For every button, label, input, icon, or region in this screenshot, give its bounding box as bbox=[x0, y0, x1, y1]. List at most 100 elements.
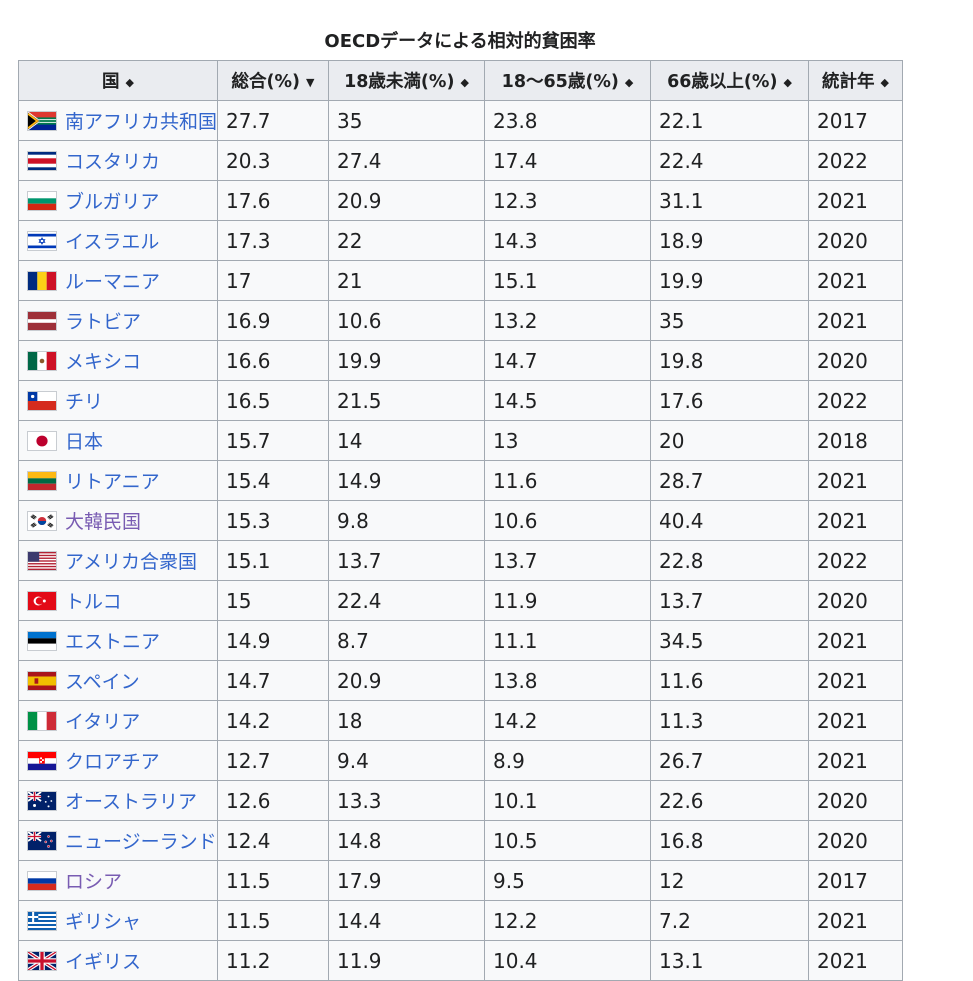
under-18-cell: 19.9 bbox=[328, 340, 485, 381]
age-66-plus-cell: 22.1 bbox=[650, 100, 809, 141]
country-link[interactable]: 大韓民国 bbox=[65, 511, 142, 533]
header-under-18[interactable]: 18歳未満(%) ◆ bbox=[328, 60, 485, 101]
age-18-65-cell: 17.4 bbox=[484, 140, 651, 181]
flag-gb-icon[interactable] bbox=[27, 950, 57, 971]
under-18-cell: 11.9 bbox=[328, 940, 485, 981]
country-link[interactable]: エストニア bbox=[65, 631, 161, 653]
flag-il-icon[interactable] bbox=[27, 230, 57, 251]
country-cell: ラトビア bbox=[18, 300, 218, 341]
total-cell: 12.4 bbox=[217, 820, 329, 861]
total-cell: 17.3 bbox=[217, 220, 329, 261]
total-cell: 15.1 bbox=[217, 540, 329, 581]
country-link[interactable]: クロアチア bbox=[65, 751, 160, 773]
age-18-65-cell: 13 bbox=[484, 420, 651, 461]
country-link[interactable]: ラトビア bbox=[65, 311, 142, 333]
flag-za-icon[interactable] bbox=[27, 110, 57, 131]
flag-nz-icon[interactable] bbox=[27, 830, 57, 851]
year-cell: 2020 bbox=[808, 780, 903, 821]
sort-both-icon[interactable]: ◆ bbox=[880, 75, 889, 89]
year-cell: 2021 bbox=[808, 620, 903, 661]
year-cell: 2021 bbox=[808, 900, 903, 941]
country-link[interactable]: イスラエル bbox=[65, 231, 160, 253]
flag-mx-icon[interactable] bbox=[27, 350, 57, 371]
age-66-plus-cell: 7.2 bbox=[650, 900, 809, 941]
age-18-65-cell: 11.1 bbox=[484, 620, 651, 661]
country-link[interactable]: イタリア bbox=[65, 711, 141, 733]
under-18-cell: 14.4 bbox=[328, 900, 485, 941]
header-label: 66歳以上(%) bbox=[667, 72, 778, 92]
table-row: 大韓民国 15.3 9.8 10.6 40.4 2021 bbox=[18, 500, 903, 541]
country-cell: コスタリカ bbox=[18, 140, 218, 181]
country-link[interactable]: アメリカ合衆国 bbox=[65, 551, 198, 573]
age-66-plus-cell: 34.5 bbox=[650, 620, 809, 661]
table-row: ルーマニア 17 21 15.1 19.9 2021 bbox=[18, 260, 903, 301]
under-18-cell: 13.3 bbox=[328, 780, 485, 821]
flag-bg-icon[interactable] bbox=[27, 190, 57, 211]
table-row: ブルガリア 17.6 20.9 12.3 31.1 2021 bbox=[18, 180, 903, 221]
sort-down-icon[interactable]: ▼ bbox=[306, 75, 315, 89]
under-18-cell: 9.4 bbox=[328, 740, 485, 781]
country-link[interactable]: リトアニア bbox=[65, 471, 160, 493]
flag-es-icon[interactable] bbox=[27, 670, 57, 691]
country-link[interactable]: ブルガリア bbox=[65, 191, 160, 213]
flag-hr-icon[interactable] bbox=[27, 750, 57, 771]
country-link[interactable]: ギリシャ bbox=[65, 911, 142, 933]
country-link[interactable]: ルーマニア bbox=[65, 271, 161, 293]
flag-it-icon[interactable] bbox=[27, 710, 57, 731]
total-cell: 15.4 bbox=[217, 460, 329, 501]
flag-ro-icon[interactable] bbox=[27, 270, 57, 291]
age-66-plus-cell: 20 bbox=[650, 420, 809, 461]
under-18-cell: 10.6 bbox=[328, 300, 485, 341]
flag-cl-icon[interactable] bbox=[27, 390, 57, 411]
country-link[interactable]: 南アフリカ共和国 bbox=[65, 111, 218, 133]
flag-tr-icon[interactable] bbox=[27, 590, 57, 611]
country-cell: スペイン bbox=[18, 660, 218, 701]
country-link[interactable]: ロシア bbox=[65, 871, 123, 893]
age-18-65-cell: 14.5 bbox=[484, 380, 651, 421]
age-66-plus-cell: 13.1 bbox=[650, 940, 809, 981]
country-link[interactable]: コスタリカ bbox=[65, 151, 161, 173]
sort-both-icon[interactable]: ◆ bbox=[783, 75, 792, 89]
country-link[interactable]: オーストラリア bbox=[65, 791, 198, 813]
flag-cr-icon[interactable] bbox=[27, 150, 57, 171]
flag-ru-icon[interactable] bbox=[27, 870, 57, 891]
country-link[interactable]: ニュージーランド bbox=[65, 831, 217, 853]
header-66-plus[interactable]: 66歳以上(%) ◆ bbox=[650, 60, 809, 101]
country-cell: ニュージーランド bbox=[18, 820, 218, 861]
header-year[interactable]: 統計年 ◆ bbox=[808, 60, 903, 101]
header-country[interactable]: 国 ◆ bbox=[18, 60, 218, 101]
sort-both-icon[interactable]: ◆ bbox=[460, 75, 469, 89]
sort-both-icon[interactable]: ◆ bbox=[125, 75, 134, 89]
age-66-plus-cell: 28.7 bbox=[650, 460, 809, 501]
flag-us-icon[interactable] bbox=[27, 550, 57, 571]
header-label: 18～65歳(%) bbox=[501, 72, 619, 92]
country-link[interactable]: メキシコ bbox=[65, 351, 142, 373]
flag-jp-icon[interactable] bbox=[27, 430, 57, 451]
flag-ee-icon[interactable] bbox=[27, 630, 57, 651]
under-18-cell: 14.9 bbox=[328, 460, 485, 501]
year-cell: 2021 bbox=[808, 940, 903, 981]
age-18-65-cell: 12.3 bbox=[484, 180, 651, 221]
country-cell: 大韓民国 bbox=[18, 500, 218, 541]
country-link[interactable]: スペイン bbox=[65, 671, 140, 693]
country-link[interactable]: 日本 bbox=[65, 431, 104, 453]
age-18-65-cell: 13.8 bbox=[484, 660, 651, 701]
flag-lt-icon[interactable] bbox=[27, 470, 57, 491]
age-66-plus-cell: 26.7 bbox=[650, 740, 809, 781]
flag-gr-icon[interactable] bbox=[27, 910, 57, 931]
age-18-65-cell: 12.2 bbox=[484, 900, 651, 941]
under-18-cell: 17.9 bbox=[328, 860, 485, 901]
header-18-65[interactable]: 18～65歳(%) ◆ bbox=[484, 60, 651, 101]
country-link[interactable]: イギリス bbox=[65, 951, 142, 973]
table-row: 南アフリカ共和国 27.7 35 23.8 22.1 2017 bbox=[18, 100, 903, 141]
flag-lv-icon[interactable] bbox=[27, 310, 57, 331]
country-cell: ルーマニア bbox=[18, 260, 218, 301]
flag-au-icon[interactable] bbox=[27, 790, 57, 811]
header-total[interactable]: 総合(%) ▼ bbox=[217, 60, 329, 101]
country-link[interactable]: チリ bbox=[65, 391, 104, 413]
sort-both-icon[interactable]: ◆ bbox=[624, 75, 634, 89]
country-link[interactable]: トルコ bbox=[65, 591, 122, 613]
flag-kr-icon[interactable] bbox=[27, 510, 57, 531]
age-66-plus-cell: 18.9 bbox=[650, 220, 809, 261]
age-66-plus-cell: 11.3 bbox=[650, 700, 809, 741]
